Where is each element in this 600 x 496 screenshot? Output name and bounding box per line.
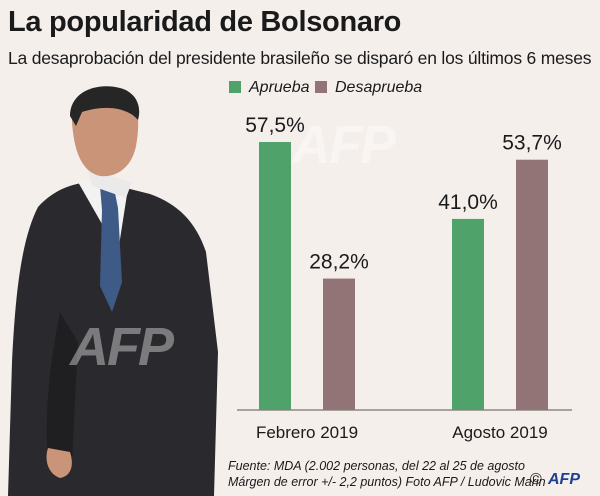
category-label: Febrero 2019 (256, 423, 358, 442)
bar-value-label: 28,2% (309, 251, 369, 274)
bar-disapprove-1 (516, 159, 548, 410)
legend-approve-swatch (229, 81, 241, 93)
bar-approve-1 (452, 218, 484, 410)
afp-logo: AFP (548, 471, 580, 488)
legend-disapprove: Desaprueba (315, 78, 422, 98)
footer-source: Fuente: MDA (2.002 personas, del 22 al 2… (228, 459, 525, 473)
bar-value-label: 57,5% (245, 114, 305, 137)
bar-value-label: 53,7% (502, 132, 562, 155)
watermark: AFP (70, 317, 174, 377)
legend-disapprove-label: Desaprueba (335, 79, 423, 96)
bar-approve-0 (259, 142, 291, 410)
legend-approve-label: Aprueba (249, 79, 310, 96)
footer-margin: Márgen de error +/- 2,2 puntos) Foto AFP… (228, 475, 546, 489)
category-label: Agosto 2019 (452, 423, 547, 442)
legend-approve: Aprueba (229, 78, 310, 98)
president-photo (8, 86, 218, 496)
page-subtitle: La desaprobación del presidente brasileñ… (8, 48, 592, 68)
copyright-symbol: © (530, 471, 542, 488)
watermark: AFP (292, 115, 396, 175)
legend-disapprove-swatch (315, 81, 327, 93)
page-title: La popularidad de Bolsonaro (8, 6, 402, 38)
bar-disapprove-0 (323, 278, 355, 410)
bar-value-label: 41,0% (438, 191, 498, 214)
